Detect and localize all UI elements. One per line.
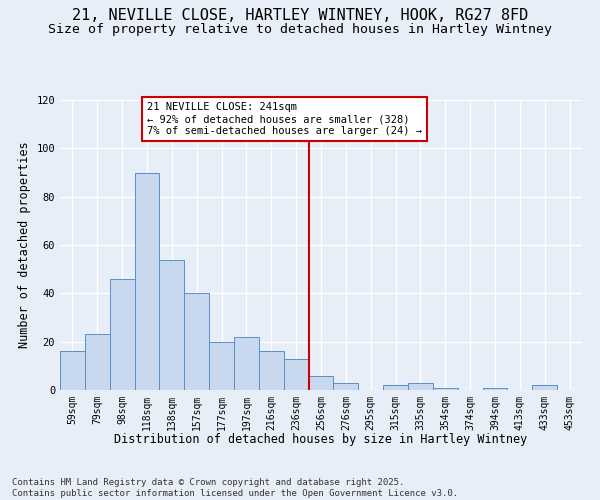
Bar [209,342,234,390]
Bar [85,334,110,390]
Bar [408,383,433,390]
Text: Contains HM Land Registry data © Crown copyright and database right 2025.
Contai: Contains HM Land Registry data © Crown c… [12,478,458,498]
Bar [482,388,508,390]
Bar [383,385,408,390]
Bar [532,385,557,390]
Text: 21 NEVILLE CLOSE: 241sqm
← 92% of detached houses are smaller (328)
7% of semi-d: 21 NEVILLE CLOSE: 241sqm ← 92% of detach… [147,102,422,136]
Bar [160,260,184,390]
Bar [60,352,85,390]
Bar [134,172,160,390]
Text: 21, NEVILLE CLOSE, HARTLEY WINTNEY, HOOK, RG27 8FD: 21, NEVILLE CLOSE, HARTLEY WINTNEY, HOOK… [72,8,528,22]
Bar [110,279,134,390]
Bar [259,352,284,390]
Bar [308,376,334,390]
Bar [184,294,209,390]
Bar [234,337,259,390]
Bar [334,383,358,390]
Y-axis label: Number of detached properties: Number of detached properties [18,142,31,348]
Bar [284,358,308,390]
Text: Distribution of detached houses by size in Hartley Wintney: Distribution of detached houses by size … [115,432,527,446]
Bar [433,388,458,390]
Text: Size of property relative to detached houses in Hartley Wintney: Size of property relative to detached ho… [48,22,552,36]
